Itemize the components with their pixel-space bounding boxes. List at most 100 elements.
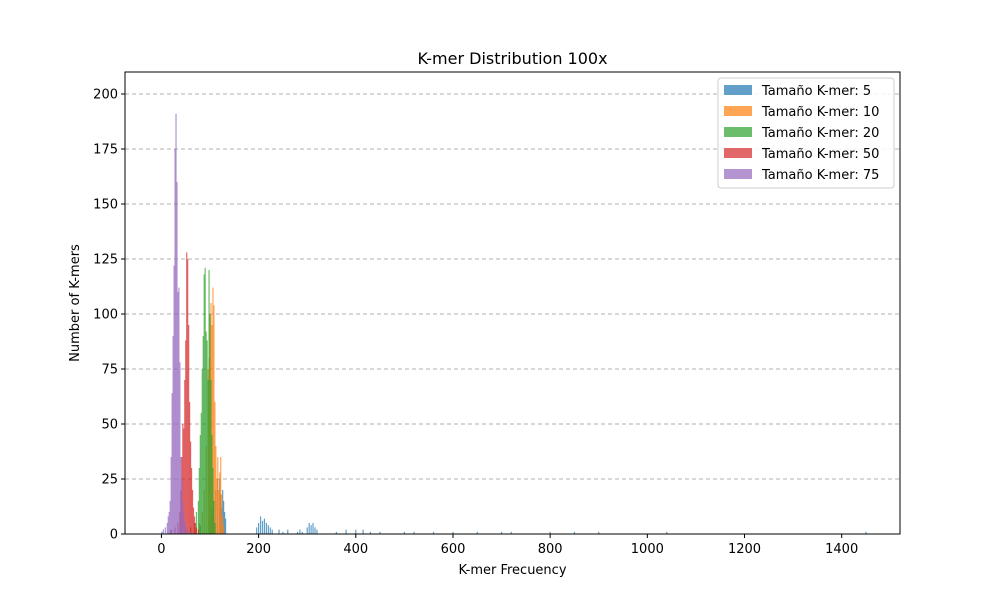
legend: Tamaño K-mer: 5 Tamaño K-mer: 10 Tamaño … (717, 77, 895, 189)
histogram-bar (219, 472, 221, 534)
x-axis-ticks: 0 200 400 600 800 1000 1200 1400 (157, 534, 858, 557)
histogram-bar (181, 479, 183, 534)
histogram-bar (212, 468, 214, 534)
histogram-bar (598, 531, 600, 534)
histogram-bar (310, 525, 312, 534)
histogram-bar (220, 457, 222, 534)
histogram-bar (162, 529, 164, 534)
legend-label: Tamaño K-mer: 10 (761, 105, 879, 120)
histogram-bar (666, 531, 668, 534)
x-tick-label: 800 (538, 542, 563, 557)
x-tick-label: 1400 (825, 542, 858, 557)
histogram-bar (182, 424, 184, 534)
histogram-bar (178, 287, 180, 534)
histogram-bar (180, 457, 182, 534)
histogram-bar (200, 413, 202, 534)
legend-entry: Tamaño K-mer: 10 (724, 105, 879, 120)
y-tick-label: 200 (93, 88, 118, 103)
histogram-bar (413, 531, 415, 534)
x-tick-label: 400 (343, 542, 368, 557)
y-tick-label: 50 (101, 418, 118, 433)
histogram-bar (224, 512, 226, 534)
y-axis-ticks: 0 25 50 75 100 125 150 175 200 (93, 88, 125, 543)
histogram-bar (267, 525, 269, 534)
histogram-bar (205, 331, 207, 534)
y-tick-label: 175 (93, 143, 118, 158)
histogram-bar (221, 494, 223, 534)
histogram-bar (216, 479, 218, 534)
histogram-bar (218, 490, 220, 534)
histogram-bar (211, 435, 213, 534)
histogram-bar (476, 531, 478, 534)
histogram-bar (199, 435, 201, 534)
histogram-bar (179, 362, 181, 534)
histogram-bar (314, 527, 316, 534)
histogram-bar (296, 531, 299, 534)
histogram-bar (335, 531, 337, 534)
histogram-bar (184, 520, 186, 534)
histogram-bar (865, 531, 867, 534)
histogram-bar (223, 501, 225, 534)
histogram-bar (403, 531, 405, 534)
histogram-bar (185, 525, 187, 534)
legend-swatch (724, 127, 752, 137)
histogram-bar (209, 314, 211, 534)
y-tick-label: 0 (110, 528, 118, 543)
histogram-bar (222, 516, 224, 534)
histogram-bar (161, 531, 163, 534)
histogram-bar (183, 512, 185, 534)
histogram-bar (287, 529, 289, 534)
histogram-bar (379, 531, 381, 534)
histogram-bar (187, 259, 189, 534)
histogram-bar (224, 518, 227, 534)
histogram-bar (192, 507, 195, 534)
x-tick-label: 600 (441, 542, 466, 557)
histogram-bar (182, 501, 184, 534)
histogram-bar (164, 527, 166, 534)
y-axis-label: Number of K-mers (68, 244, 83, 362)
histogram-bar (362, 529, 364, 534)
histogram-bar (183, 428, 185, 534)
histogram-bar (256, 527, 258, 534)
histogram-bar (278, 529, 280, 534)
histogram-bar (168, 512, 170, 534)
histogram-bar (213, 501, 215, 534)
legend-label: Tamaño K-mer: 5 (761, 84, 871, 99)
histogram-bar (301, 531, 303, 534)
histogram-bar (202, 336, 204, 534)
histogram-bar (198, 468, 200, 534)
histogram-bar (194, 523, 197, 534)
x-axis-label: K-mer Frecuency (458, 563, 566, 578)
histogram-bar (189, 531, 192, 534)
histogram-bar (573, 531, 576, 534)
histogram-bar (214, 402, 216, 534)
plot-frame (124, 71, 901, 535)
histogram-bar (258, 523, 260, 534)
histogram-bar (177, 292, 179, 534)
histogram-bar (188, 325, 190, 534)
histogram-bar (259, 516, 262, 534)
histogram-bar (452, 531, 454, 534)
histogram-bar (204, 267, 206, 534)
histogram-bar (189, 441, 192, 534)
legend-label: Tamaño K-mer: 20 (761, 126, 879, 141)
histogram-bar (207, 380, 209, 534)
histogram-bar (197, 529, 199, 534)
histogram-bar (282, 531, 284, 534)
legend-entry: Tamaño K-mer: 50 (724, 147, 879, 162)
histogram-bar (185, 340, 187, 534)
y-tick-label: 25 (101, 473, 118, 488)
histogram-bar (171, 393, 173, 534)
histogram-bar (432, 531, 435, 534)
histogram-bar (174, 149, 176, 534)
histogram-bar (312, 523, 314, 534)
histogram-bar (211, 325, 213, 534)
x-tick-label: 1000 (631, 542, 664, 557)
histogram-bar (316, 529, 318, 534)
histogram-bar (193, 516, 196, 534)
x-tick-label: 200 (246, 542, 271, 557)
histogram-bar (308, 523, 310, 534)
histogram-bar (195, 512, 198, 534)
grid-lines (125, 93, 900, 480)
